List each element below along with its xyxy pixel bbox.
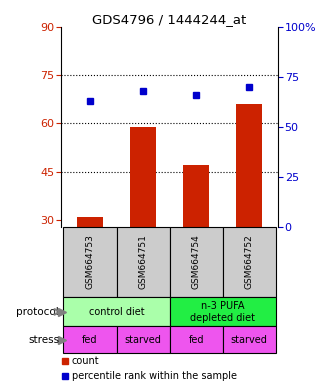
- Bar: [130, 127, 156, 227]
- Bar: [63, 227, 116, 298]
- Text: starved: starved: [124, 334, 162, 344]
- Bar: [77, 217, 103, 227]
- Bar: [116, 227, 170, 298]
- Text: percentile rank within the sample: percentile rank within the sample: [72, 371, 237, 381]
- Text: starved: starved: [231, 334, 268, 344]
- Text: GSM664753: GSM664753: [85, 235, 94, 290]
- Text: GSM664751: GSM664751: [139, 235, 148, 290]
- Title: GDS4796 / 1444244_at: GDS4796 / 1444244_at: [92, 13, 247, 26]
- Text: stress: stress: [28, 334, 59, 344]
- Bar: [223, 326, 276, 353]
- Bar: [63, 326, 116, 353]
- Text: GSM664754: GSM664754: [192, 235, 201, 290]
- Text: control diet: control diet: [89, 307, 144, 317]
- Bar: [63, 298, 170, 326]
- Text: protocol: protocol: [16, 307, 59, 317]
- Bar: [116, 326, 170, 353]
- Text: n-3 PUFA
depleted diet: n-3 PUFA depleted diet: [190, 301, 255, 323]
- Bar: [183, 166, 209, 227]
- Text: fed: fed: [188, 334, 204, 344]
- Text: GSM664752: GSM664752: [245, 235, 254, 290]
- Bar: [223, 227, 276, 298]
- Bar: [170, 227, 223, 298]
- Bar: [170, 326, 223, 353]
- Text: fed: fed: [82, 334, 98, 344]
- Text: count: count: [72, 356, 99, 366]
- Bar: [170, 298, 276, 326]
- Bar: [236, 104, 262, 227]
